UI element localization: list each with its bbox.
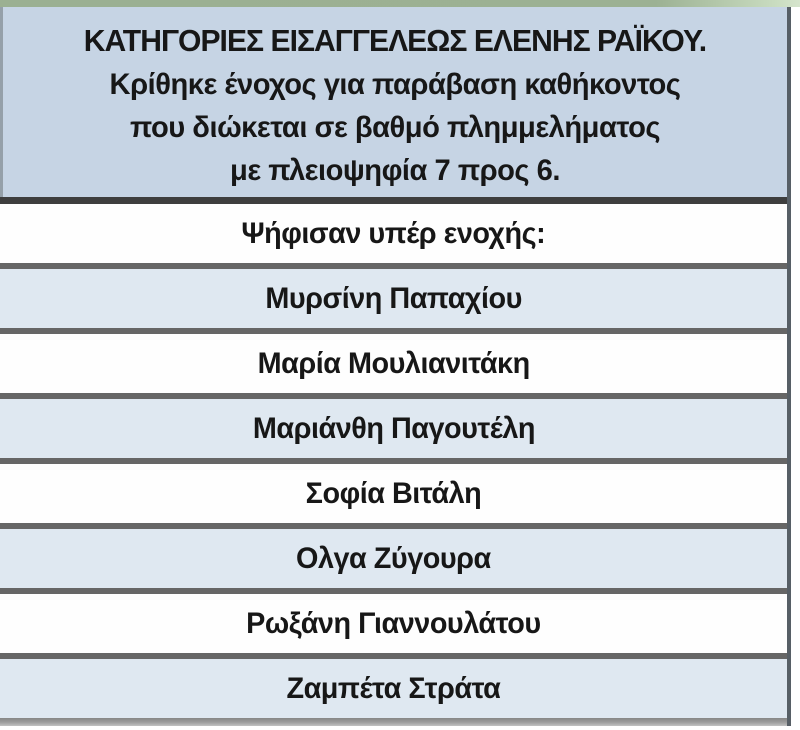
top-green-strip [0,0,800,7]
row-label: Σοφία Βιτάλη [305,476,482,510]
row-label: Μαρία Μουλιανιτάκη [257,346,530,380]
row-label: Ζαμπέτα Στράτα [286,671,501,705]
row-label: Ψήφισαν υπέρ ενοχής: [241,216,546,250]
table-row: Μαρία Μουλιανιτάκη [0,328,787,393]
table-subtitle-line-1: Κρίθηκε ένοχος για παράβαση καθήκοντος [109,68,681,101]
table-subtitle-line-3: με πλειοψηφία 7 προς 6. [229,154,560,187]
row-label: Ρωξάνη Γιαννουλάτου [246,606,541,640]
table-row: Μυρσίνη Παπαχίου [0,263,787,328]
row-label: Ολγα Ζύγουρα [296,541,491,575]
table-row-section-label: Ψήφισαν υπέρ ενοχής: [0,197,787,263]
row-label: Μαριάνθη Παγουτέλη [252,411,535,445]
bottom-bar [0,718,787,726]
table-row: Ολγα Ζύγουρα [0,523,787,588]
table-header: ΚΑΤΗΓΟΡΙΕΣ ΕΙΣΑΓΓΕΛΕΩΣ ΕΛΕΝΗΣ ΡΑΪΚΟΥ. Κρ… [0,7,787,197]
table-title: ΚΑΤΗΓΟΡΙΕΣ ΕΙΣΑΓΓΕΛΕΩΣ ΕΛΕΝΗΣ ΡΑΪΚΟΥ. [83,23,707,58]
row-label: Μυρσίνη Παπαχίου [265,281,522,315]
table-row: Μαριάνθη Παγουτέλη [0,393,787,458]
table-rows: Ψήφισαν υπέρ ενοχής: Μυρσίνη Παπαχίου Μα… [0,197,787,718]
table-subtitle-line-2: που διώκεται σε βαθμό πλημμελήματος [129,111,661,144]
table-row: Ρωξάνη Γιαννουλάτου [0,588,787,653]
table-row: Ζαμπέτα Στράτα [0,653,787,718]
verdict-table: ΚΑΤΗΓΟΡΙΕΣ ΕΙΣΑΓΓΕΛΕΩΣ ΕΛΕΝΗΣ ΡΑΪΚΟΥ. Κρ… [0,7,791,726]
table-row: Σοφία Βιτάλη [0,458,787,523]
